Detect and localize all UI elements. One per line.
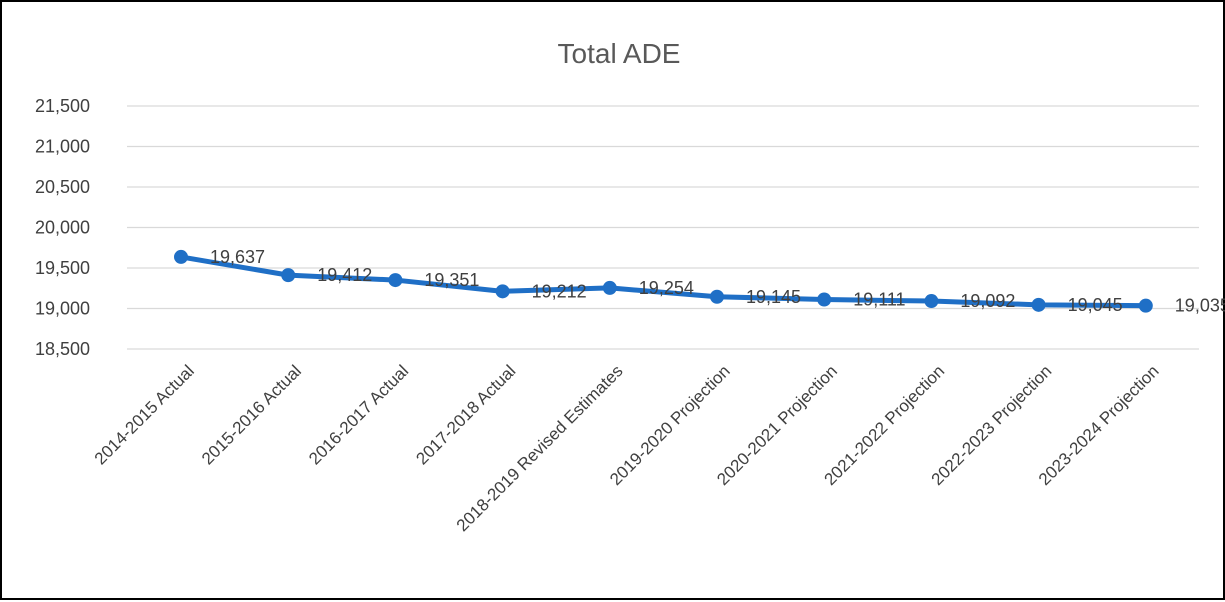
- data-point: [388, 273, 403, 288]
- y-tick-label: 19,500: [35, 258, 90, 278]
- data-point: [495, 284, 510, 299]
- x-category-label: 2017-2018 Actual: [412, 361, 519, 468]
- x-category-label: 2016-2017 Actual: [305, 361, 412, 468]
- y-tick-label: 18,500: [35, 339, 90, 359]
- y-tick-label: 19,000: [35, 299, 90, 319]
- data-label: 19,351: [424, 270, 479, 290]
- data-label: 19,637: [210, 247, 265, 267]
- y-tick-label: 21,000: [35, 137, 90, 157]
- x-category-label: 2014-2015 Actual: [91, 361, 198, 468]
- gridlines: [127, 105, 1199, 350]
- data-points: [174, 249, 1153, 313]
- x-axis-category-labels: 2014-2015 Actual 2015-2016 Actual 2016-201…: [91, 361, 1163, 535]
- data-point: [281, 268, 296, 283]
- x-category-label: 2020-2021 Projection: [713, 361, 841, 489]
- data-labels: 19,637 19,412 19,351 19,212 19,254 19,145 19,1…: [210, 247, 1225, 316]
- data-label: 19,092: [960, 291, 1015, 311]
- data-point: [710, 289, 724, 304]
- data-point: [924, 294, 939, 309]
- y-axis-tick-labels: 18,500 19,000 19,500 20,000 20,500 21,000 21,5…: [35, 96, 90, 359]
- data-label: 19,045: [1068, 295, 1123, 315]
- y-tick-label: 20,000: [35, 218, 90, 238]
- data-point: [1138, 298, 1153, 313]
- y-tick-label: 21,500: [35, 96, 90, 116]
- data-point: [174, 249, 188, 264]
- x-category-label: 2023-2024 Projection: [1035, 361, 1163, 489]
- data-label: 19,254: [639, 278, 694, 298]
- data-label: 19,412: [317, 265, 372, 285]
- data-label: 19,145: [746, 287, 801, 307]
- x-category-label: 2022-2023 Projection: [928, 361, 1056, 489]
- x-category-label: 2021-2022 Projection: [821, 361, 949, 489]
- data-point: [1031, 297, 1046, 312]
- x-category-label: 2019-2020 Projection: [606, 361, 734, 489]
- series-line-path: [178, 254, 1149, 309]
- data-point: [602, 280, 617, 295]
- series-line: [178, 254, 1149, 309]
- data-label: 19,035: [1175, 296, 1225, 316]
- x-category-label: 2015-2016 Actual: [198, 361, 305, 468]
- chart-title: Total ADE: [558, 38, 681, 69]
- data-label: 19,212: [532, 281, 587, 301]
- y-tick-label: 20,500: [35, 177, 90, 197]
- data-label: 19,111: [853, 290, 905, 310]
- data-point: [817, 292, 832, 307]
